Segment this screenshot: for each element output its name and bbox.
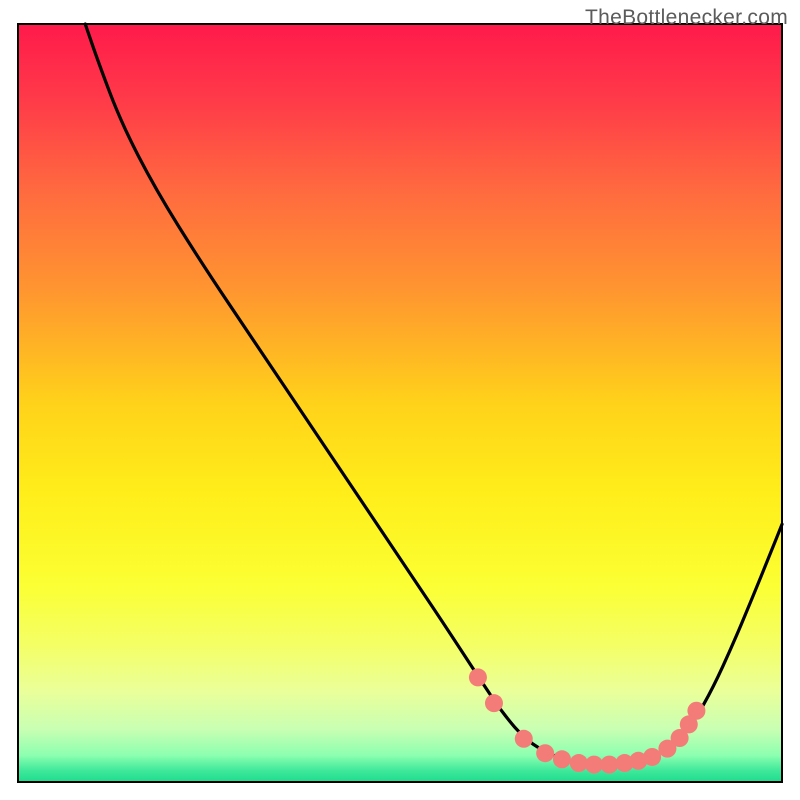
marker-dot <box>600 756 618 774</box>
marker-dot <box>485 694 503 712</box>
marker-dot <box>469 668 487 686</box>
chart-container: TheBottlenecker.com <box>0 0 800 800</box>
marker-dot <box>687 702 705 720</box>
watermark-text: TheBottlenecker.com <box>585 6 788 30</box>
marker-dot <box>536 744 554 762</box>
marker-dot <box>570 754 588 772</box>
marker-dot <box>515 730 533 748</box>
plot-background <box>18 24 782 782</box>
marker-dot <box>553 750 571 768</box>
bottleneck-curve-chart <box>0 0 800 800</box>
marker-dot <box>643 748 661 766</box>
